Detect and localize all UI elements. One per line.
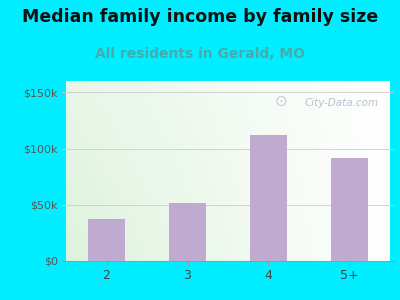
Text: Median family income by family size: Median family income by family size — [22, 8, 378, 26]
Bar — [88, 219, 125, 261]
Text: ⊙: ⊙ — [275, 94, 288, 109]
Text: City-Data.com: City-Data.com — [304, 98, 378, 108]
Bar — [169, 202, 206, 261]
Bar — [250, 135, 287, 261]
Bar — [331, 158, 368, 261]
Text: All residents in Gerald, MO: All residents in Gerald, MO — [95, 46, 305, 61]
